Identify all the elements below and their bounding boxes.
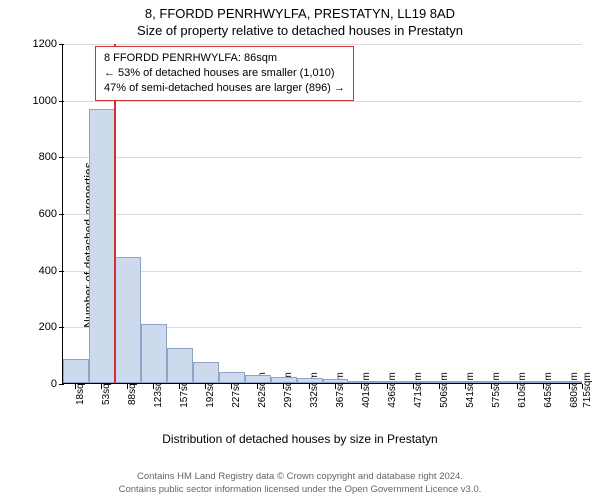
x-tick: 123sqm [140,384,166,434]
histogram-bar [348,381,374,383]
x-tick: 227sqm [218,384,244,434]
y-tick-label: 400 [29,265,63,277]
x-tick: 297sqm [270,384,296,434]
x-tick: 262sqm [244,384,270,434]
histogram-bar [478,381,504,383]
x-tick: 157sqm [166,384,192,434]
x-tick: 367sqm [322,384,348,434]
histogram-bar [271,377,297,383]
histogram-bar [556,381,582,383]
chart-container: Number of detached properties 0200400600… [0,40,600,450]
footer-line-2: Contains public sector information licen… [0,484,600,496]
x-tick: 436sqm [374,384,400,434]
histogram-bar [167,348,193,383]
y-tick-label: 800 [29,151,63,163]
chart-main-title: 8, FFORDD PENRHWYLFA, PRESTATYN, LL19 8A… [0,0,600,21]
histogram-bar [297,378,323,383]
x-tick-label: 715sqm [582,372,593,408]
x-tick: 506sqm [426,384,452,434]
x-axis-label: Distribution of detached houses by size … [0,432,600,446]
x-tick: 575sqm [478,384,504,434]
histogram-bar [63,359,89,383]
x-tick: 192sqm [192,384,218,434]
chart-sub-title: Size of property relative to detached ho… [0,21,600,38]
histogram-bar [504,381,530,383]
histogram-bar [323,379,349,383]
histogram-bar [193,362,219,383]
x-tick: 18sqm [62,384,88,434]
x-tick: 541sqm [452,384,478,434]
histogram-bar [219,372,245,383]
x-tick: 610sqm [504,384,530,434]
info-line-1: 8 FFORDD PENRHWYLFA: 86sqm [104,51,345,66]
x-tick: 471sqm [400,384,426,434]
histogram-bar [426,381,452,383]
y-tick-label: 1200 [29,38,63,50]
histogram-bar [452,381,478,383]
histogram-bar [115,257,141,383]
histogram-bar [141,324,167,383]
histogram-bar [530,381,556,383]
x-tick: 53sqm [88,384,114,434]
info-line-2: ← 53% of detached houses are smaller (1,… [104,66,345,81]
y-tick-label: 600 [29,208,63,220]
info-line-3: 47% of semi-detached houses are larger (… [104,81,345,96]
x-tick: 401sqm [348,384,374,434]
x-tick: 332sqm [296,384,322,434]
footer-attribution: Contains HM Land Registry data © Crown c… [0,471,600,496]
histogram-bar [374,381,400,383]
x-tick: 645sqm [530,384,556,434]
x-ticks-group: 18sqm53sqm88sqm123sqm157sqm192sqm227sqm2… [62,384,582,434]
footer-line-1: Contains HM Land Registry data © Crown c… [0,471,600,483]
y-tick-label: 0 [29,378,63,390]
x-tick: 88sqm [114,384,140,434]
info-callout-box: 8 FFORDD PENRHWYLFA: 86sqm ← 53% of deta… [95,46,354,101]
y-tick-label: 1000 [29,95,63,107]
histogram-bar [245,375,271,383]
histogram-bar [89,109,115,383]
y-tick-label: 200 [29,321,63,333]
histogram-bar [400,381,426,383]
x-tick: 680sqm [556,384,582,434]
